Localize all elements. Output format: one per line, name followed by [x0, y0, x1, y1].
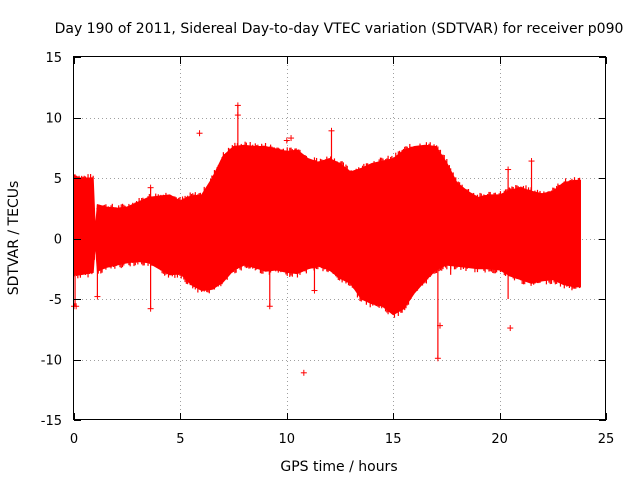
- x-tick-label: 10: [279, 432, 296, 447]
- outlier-point: [434, 355, 441, 362]
- y-tick-labels: -15 -10 -5 0 5 10 15: [41, 51, 62, 429]
- x-tick-label: 0: [70, 432, 78, 447]
- data-series: [73, 105, 581, 359]
- outlier-point: [73, 303, 80, 310]
- outlier-point: [266, 303, 273, 310]
- chart-title: Day 190 of 2011, Sidereal Day-to-day VTE…: [55, 21, 624, 37]
- x-tick-labels: 0 5 10 15 20 25: [70, 432, 614, 447]
- outlier-point: [147, 305, 154, 312]
- outlier-point: [437, 322, 444, 329]
- x-tick-label: 20: [491, 432, 508, 447]
- y-tick-label: 15: [45, 51, 62, 66]
- y-tick-label: -10: [41, 354, 62, 369]
- y-tick-label: -15: [41, 414, 62, 429]
- x-tick-label: 15: [385, 432, 402, 447]
- outlier-point: [234, 112, 241, 119]
- x-tick-label: 5: [176, 432, 184, 447]
- y-axis-label: SDTVAR / TECUs: [6, 181, 22, 296]
- outlier-point: [300, 369, 307, 376]
- y-tick-label: 5: [54, 172, 62, 187]
- axis-ticks: [74, 57, 607, 421]
- outlier-point: [234, 102, 241, 109]
- outlier-point: [528, 158, 535, 165]
- y-tick-label: -5: [49, 293, 62, 308]
- outlier-point: [94, 293, 101, 300]
- outlier-point: [505, 166, 512, 173]
- y-tick-label: 10: [45, 112, 62, 127]
- y-tick-label: 0: [54, 233, 62, 248]
- outlier-point: [507, 325, 514, 332]
- sdtvar-envelope: [73, 144, 581, 316]
- x-axis-label: GPS time / hours: [280, 459, 397, 475]
- outlier-point: [147, 184, 154, 191]
- outlier-point: [328, 127, 335, 134]
- outlier-point: [311, 287, 318, 294]
- outlier-point: [196, 130, 203, 137]
- plot-frame: [73, 56, 606, 420]
- outlier-point: [288, 135, 295, 142]
- outlier-point: [283, 137, 290, 144]
- x-tick-label: 25: [598, 432, 615, 447]
